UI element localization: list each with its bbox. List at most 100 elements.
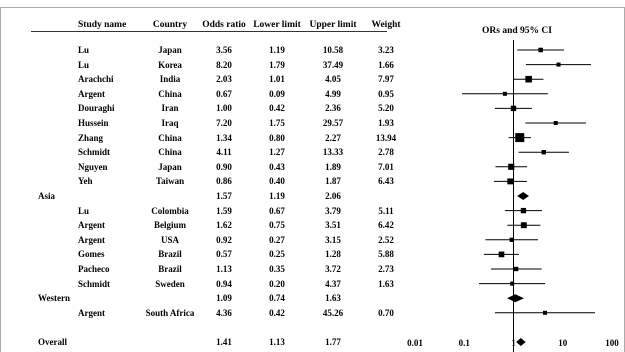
upper-limit-cell: 10.58: [322, 45, 344, 55]
country-cell: India: [159, 74, 181, 85]
odds-ratio-cell: 1.13: [216, 264, 232, 274]
point-estimate-square: [498, 251, 505, 258]
study-name-cell: Lu: [78, 59, 90, 70]
lower-limit-cell: 0.35: [269, 264, 285, 274]
study-name-cell: Gomes: [78, 249, 105, 260]
country-cell: Korea: [158, 59, 182, 70]
country-cell: China: [158, 88, 182, 99]
upper-limit-cell: 4.05: [325, 74, 341, 85]
point-estimate-square: [520, 207, 527, 214]
odds-ratio-cell: 8.20: [216, 59, 232, 70]
header-odds-ratio: Odds ratio: [202, 20, 246, 30]
country-cell: Iraq: [161, 118, 179, 128]
weight-cell: 5.20: [378, 103, 394, 114]
weight-cell: 7.01: [378, 161, 394, 172]
x-tick-label: 10: [558, 338, 568, 348]
odds-ratio-cell: 1.59: [216, 205, 232, 216]
lower-limit-cell: 0.27: [269, 234, 285, 245]
summary-diamond: [507, 294, 524, 303]
weight-cell: 3.23: [378, 45, 394, 55]
lower-limit-cell: 0.20: [269, 278, 285, 289]
study-name-cell: Nguyen: [78, 161, 108, 172]
lower-limit-cell: 1.01: [269, 74, 285, 85]
study-name-cell: Douraghi: [78, 103, 115, 114]
header-upper-limit: Upper limit: [309, 20, 357, 30]
study-name-cell: Pacheco: [78, 264, 110, 274]
odds-ratio-cell: 0.90: [216, 161, 232, 172]
upper-limit-cell: 1.89: [325, 161, 341, 172]
country-cell: Japan: [158, 45, 182, 55]
weight-cell: 0.95: [378, 88, 394, 99]
lower-limit-cell: 0.80: [269, 132, 285, 143]
odds-ratio-cell: 1.62: [216, 220, 232, 231]
upper-limit-cell: 4.37: [325, 278, 341, 289]
upper-limit-cell: 3.79: [325, 205, 341, 216]
country-cell: Iran: [161, 103, 179, 114]
x-tick-label: 100: [605, 338, 619, 348]
weight-cell: 1.93: [378, 118, 394, 128]
point-estimate-square: [525, 75, 532, 83]
upper-limit-cell: 1.63: [325, 293, 341, 304]
study-name-cell: Yeh: [78, 176, 93, 187]
study-name-cell: Argent: [78, 220, 105, 231]
weight-cell: 13.94: [375, 132, 397, 143]
x-tick-label: 0.01: [407, 338, 423, 348]
weight-cell: 6.43: [378, 176, 394, 187]
study-name-cell: Lu: [78, 45, 90, 55]
weight-cell: 7.97: [378, 74, 394, 85]
odds-ratio-cell: 0.57: [216, 249, 232, 260]
study-name-cell: Arachchi: [78, 74, 114, 85]
header-study-name: Study name: [78, 20, 127, 30]
weight-cell: 2.78: [378, 147, 394, 158]
upper-limit-cell: 3.72: [325, 264, 341, 274]
upper-limit-cell: 3.15: [325, 234, 341, 245]
odds-ratio-cell: 1.00: [216, 103, 232, 114]
odds-ratio-cell: 1.57: [216, 191, 232, 201]
upper-limit-cell: 13.33: [322, 147, 344, 158]
upper-limit-cell: 1.28: [325, 249, 341, 260]
odds-ratio-cell: 0.86: [216, 176, 232, 187]
country-cell: Brazil: [158, 264, 182, 274]
country-cell: Colombia: [151, 205, 189, 216]
lower-limit-cell: 0.43: [269, 161, 285, 172]
odds-ratio-cell: 1.09: [216, 293, 232, 304]
odds-ratio-cell: 1.41: [216, 337, 232, 347]
odds-ratio-cell: 0.67: [216, 88, 232, 99]
weight-cell: 2.52: [378, 234, 394, 245]
study-name-cell: Argent: [78, 234, 105, 245]
odds-ratio-cell: 4.36: [216, 307, 232, 318]
lower-limit-cell: 0.40: [269, 176, 285, 187]
point-estimate-square: [513, 266, 519, 272]
x-tick-label: 1: [511, 338, 516, 348]
study-name-cell: Lu: [78, 205, 90, 216]
header-weight: Weight: [371, 20, 401, 30]
odds-ratio-cell: 7.20: [216, 118, 232, 128]
odds-ratio-cell: 0.94: [216, 278, 232, 289]
header-country: Country: [152, 20, 188, 30]
odds-ratio-cell: 1.34: [216, 132, 232, 143]
study-name-cell: Hussein: [78, 118, 109, 128]
study-name-cell: Schmidt: [78, 147, 111, 158]
subgroup-label: Western: [38, 293, 70, 304]
country-cell: Taiwan: [155, 176, 185, 187]
lower-limit-cell: 0.09: [269, 88, 285, 99]
point-estimate-square: [538, 47, 543, 53]
point-estimate-square: [541, 150, 546, 155]
point-estimate-square: [553, 120, 558, 126]
odds-ratio-cell: 3.56: [216, 45, 232, 55]
point-estimate-square: [556, 62, 561, 67]
lower-limit-cell: 0.74: [269, 293, 285, 304]
upper-limit-cell: 2.27: [325, 132, 341, 143]
lower-limit-cell: 1.19: [269, 191, 285, 201]
upper-limit-cell: 3.51: [325, 220, 341, 231]
country-cell: USA: [160, 234, 180, 245]
x-tick-label: 0.1: [458, 338, 470, 348]
point-estimate-square: [515, 133, 525, 143]
weight-cell: 2.73: [378, 264, 394, 274]
country-cell: South Africa: [145, 307, 195, 318]
weight-cell: 5.11: [378, 205, 394, 216]
lower-limit-cell: 0.67: [269, 205, 285, 216]
point-estimate-square: [520, 222, 527, 229]
left-border: [0, 7, 1, 352]
